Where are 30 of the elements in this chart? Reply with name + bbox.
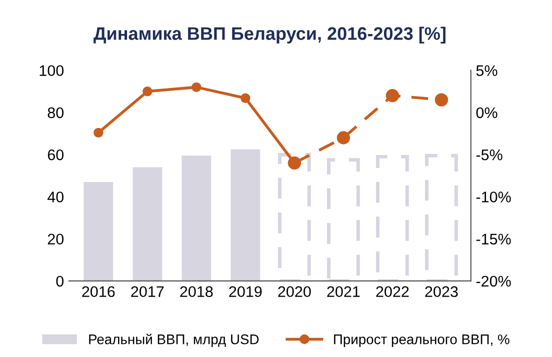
point (434, 93, 448, 106)
point (386, 89, 400, 102)
y2-tick-label: 5% (476, 65, 498, 76)
y-tick-label: 60 (48, 149, 64, 160)
point (336, 131, 350, 144)
y-tick-label: 20 (48, 234, 64, 245)
point (94, 128, 104, 138)
x-tick-label: 2023 (425, 286, 458, 298)
point (142, 86, 152, 96)
point (240, 93, 250, 103)
y2-tick-label: -10% (476, 192, 511, 202)
x-tick-label: 2018 (180, 286, 213, 298)
x-tick-label: 2017 (131, 286, 164, 298)
y-tick-label: 80 (48, 107, 64, 118)
legend-label: Реальный ВВП, млрд USD (89, 334, 259, 347)
y2-tick-label: 0% (476, 107, 498, 118)
y2-tick-label: -5% (476, 150, 502, 160)
y2-tick-label: -15% (476, 234, 511, 245)
point (192, 82, 202, 92)
y2-tick-label: -20% (476, 276, 511, 287)
y-tick-label: 40 (48, 192, 64, 202)
x-tick-label: 2020 (278, 286, 311, 298)
chart-title: Динамика ВВП Беларуси, 2016-2023 [%] (94, 26, 446, 44)
legend-label: Прирост реального ВВП, % (334, 334, 510, 347)
y-tick-label: 100 (40, 65, 64, 76)
x-tick-label: 2022 (376, 286, 409, 298)
x-tick-label: 2019 (229, 286, 262, 298)
x-tick-label: 2016 (82, 286, 115, 298)
y-tick-label: 0 (56, 276, 64, 287)
x-tick-label: 2021 (327, 286, 360, 298)
